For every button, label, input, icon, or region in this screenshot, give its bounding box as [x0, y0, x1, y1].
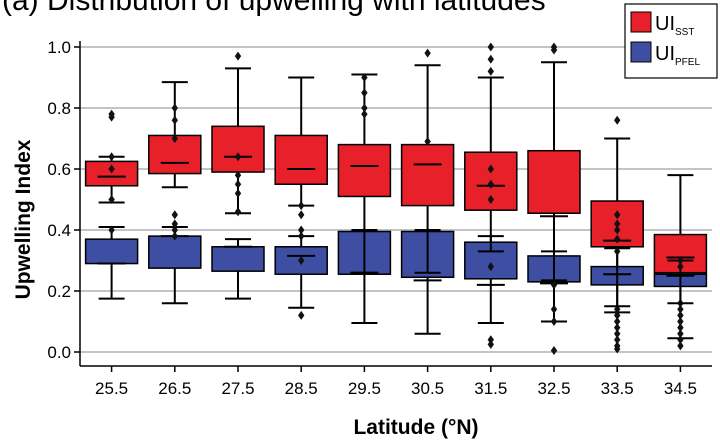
flier-pfel [488, 340, 494, 349]
y-tick-label: 0.4 [47, 221, 71, 240]
flier-sst [361, 88, 367, 97]
flier-sst [361, 110, 367, 119]
x-tick-label: 32.5 [537, 379, 570, 398]
flier-sst [235, 189, 241, 198]
flier-sst [235, 52, 241, 61]
y-axis-title: Upwelling Index [12, 139, 35, 299]
legend-swatch-pfel [631, 42, 651, 62]
box-pfel [212, 247, 264, 271]
flier-sst [108, 152, 114, 161]
flier-pfel [551, 305, 557, 314]
flier-sst [614, 116, 620, 125]
box-sst [212, 126, 264, 172]
x-tick-label: 28.5 [285, 379, 318, 398]
box-pfel [149, 236, 201, 268]
x-tick-label: 33.5 [601, 379, 634, 398]
flier-sst [488, 55, 494, 64]
x-tick-label: 29.5 [348, 379, 381, 398]
flier-pfel [551, 346, 557, 355]
x-tick-label: 27.5 [221, 379, 254, 398]
x-tick-label: 25.5 [95, 379, 128, 398]
x-axis-title: Latitude (°N) [353, 416, 478, 439]
box-sst [528, 151, 580, 214]
y-tick-label: 0.6 [47, 160, 71, 179]
box-pfel [86, 239, 138, 263]
x-tick-label: 26.5 [158, 379, 191, 398]
flier-sst [488, 67, 494, 76]
flier-sst [298, 201, 304, 210]
flier-sst [172, 116, 178, 125]
flier-sst [298, 210, 304, 219]
box-sst [275, 135, 327, 184]
box-sst [338, 145, 390, 197]
y-tick-label: 1.0 [47, 38, 71, 57]
flier-sst [235, 207, 241, 216]
x-tick-label: 34.5 [664, 379, 697, 398]
y-tick-label: 0.0 [47, 343, 71, 362]
flier-sst [298, 232, 304, 241]
flier-sst [424, 49, 430, 58]
y-tick-label: 0.8 [47, 99, 71, 118]
flier-sst [488, 43, 494, 52]
box-sst [402, 145, 454, 206]
y-tick-label: 0.2 [47, 282, 71, 301]
x-tick-label: 30.5 [411, 379, 444, 398]
x-tick-label: 31.5 [474, 379, 507, 398]
flier-pfel [677, 341, 683, 350]
flier-pfel [298, 311, 304, 320]
flier-pfel [551, 317, 557, 326]
flier-sst [172, 104, 178, 113]
flier-sst [172, 210, 178, 219]
legend-swatch-sst [631, 12, 651, 32]
flier-sst [235, 180, 241, 189]
